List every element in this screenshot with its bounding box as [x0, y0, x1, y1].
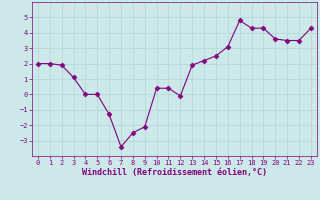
X-axis label: Windchill (Refroidissement éolien,°C): Windchill (Refroidissement éolien,°C) — [82, 168, 267, 177]
